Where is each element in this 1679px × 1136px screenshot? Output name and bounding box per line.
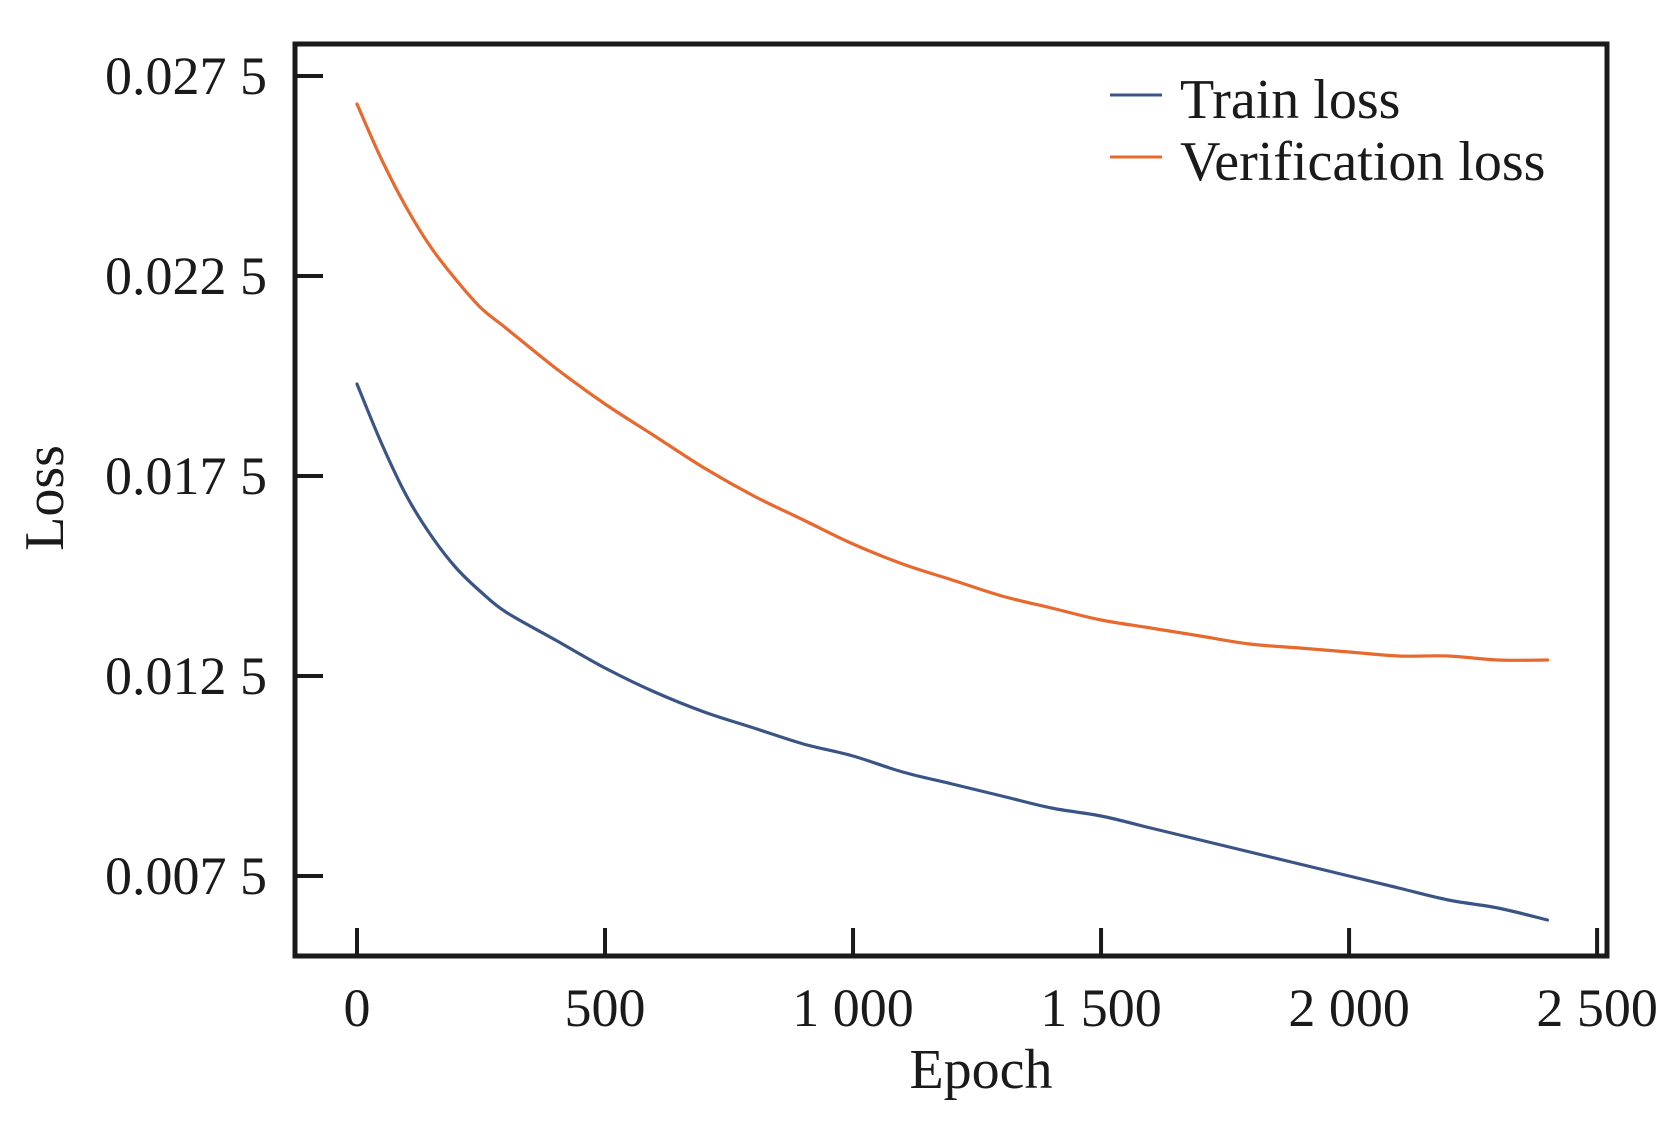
- legend-label-train-loss: Train loss: [1180, 69, 1400, 131]
- x-tick-label: 2 500: [1536, 978, 1658, 1038]
- y-axis: 0.007 5 0.012 5 0.017 5 0.022 5 0.027 5: [105, 46, 323, 906]
- x-tick-label: 500: [565, 978, 646, 1038]
- x-axis: 0 500 1 000 1 500 2 000 2 500: [344, 928, 1658, 1038]
- legend-label-verification-loss: Verification loss: [1180, 131, 1545, 193]
- legend: Train loss Verification loss: [1110, 69, 1545, 193]
- x-axis-label: Epoch: [909, 1039, 1052, 1101]
- series-group: [355, 102, 1550, 922]
- x-tick-label: 1 000: [792, 978, 914, 1038]
- x-tick-label: 2 000: [1288, 978, 1410, 1038]
- y-tick-label: 0.007 5: [105, 846, 267, 906]
- y-tick-label: 0.017 5: [105, 446, 267, 506]
- y-axis-label: Loss: [14, 445, 76, 551]
- series-line-verification-loss: [355, 102, 1550, 662]
- x-tick-label: 0: [344, 978, 371, 1038]
- x-tick-label: 1 500: [1040, 978, 1162, 1038]
- plot-frame: [292, 41, 1610, 959]
- y-tick-label: 0.012 5: [105, 646, 267, 706]
- series-line-train-loss: [355, 382, 1550, 922]
- y-tick-label: 0.022 5: [105, 246, 267, 306]
- y-tick-label: 0.027 5: [105, 46, 267, 106]
